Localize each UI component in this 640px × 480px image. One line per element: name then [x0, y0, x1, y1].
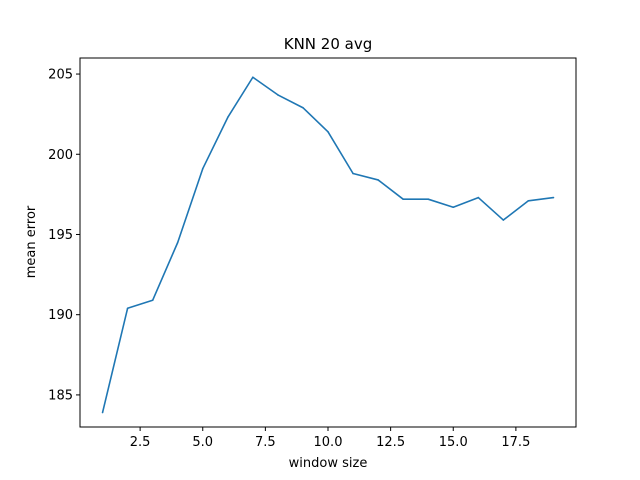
data-point — [126, 307, 129, 310]
y-tick-label: 185 — [48, 388, 73, 403]
data-point — [176, 241, 179, 244]
plot-frame — [79, 57, 577, 428]
y-axis-ticks: 185 190 195 200 205 — [48, 68, 80, 403]
x-tick-label: 17.5 — [501, 435, 530, 450]
data-point — [352, 172, 354, 175]
plot-area: 2.5 5.0 7.5 10.0 12.5 15.0 17.5 185 190 195 200 20… — [48, 57, 577, 450]
y-tick-label: 200 — [48, 148, 73, 163]
data-point — [201, 167, 204, 170]
x-tick-label: 2.5 — [130, 435, 151, 450]
x-tick-label: 15.0 — [439, 435, 468, 450]
data-point — [101, 411, 104, 414]
data-point — [452, 206, 455, 208]
series-layer — [101, 76, 555, 414]
chart-title: KNN 20 avg — [284, 35, 373, 53]
x-tick-label: 12.5 — [376, 435, 405, 450]
x-tick-label: 7.5 — [255, 435, 276, 450]
y-tick-label: 190 — [48, 308, 73, 323]
data-point — [427, 198, 430, 200]
data-point — [552, 196, 555, 199]
data-point — [302, 106, 304, 109]
y-axis-label: mean error — [24, 205, 39, 278]
data-point — [502, 219, 505, 221]
data-point — [277, 94, 279, 96]
data-point — [227, 116, 229, 119]
x-axis-label: window size — [289, 456, 368, 471]
data-point — [327, 131, 329, 133]
x-tick-label: 5.0 — [192, 435, 213, 450]
data-point — [527, 199, 530, 202]
y-tick-label: 205 — [48, 68, 73, 83]
data-point — [252, 76, 254, 79]
x-tick-label: 10.0 — [314, 435, 343, 450]
data-point — [377, 179, 379, 181]
x-axis-ticks: 2.5 5.0 7.5 10.0 12.5 15.0 17.5 — [130, 427, 530, 450]
series-line — [101, 76, 554, 413]
data-point — [402, 198, 404, 200]
data-point — [477, 196, 480, 199]
y-tick-label: 195 — [48, 228, 73, 243]
data-point — [151, 299, 154, 302]
